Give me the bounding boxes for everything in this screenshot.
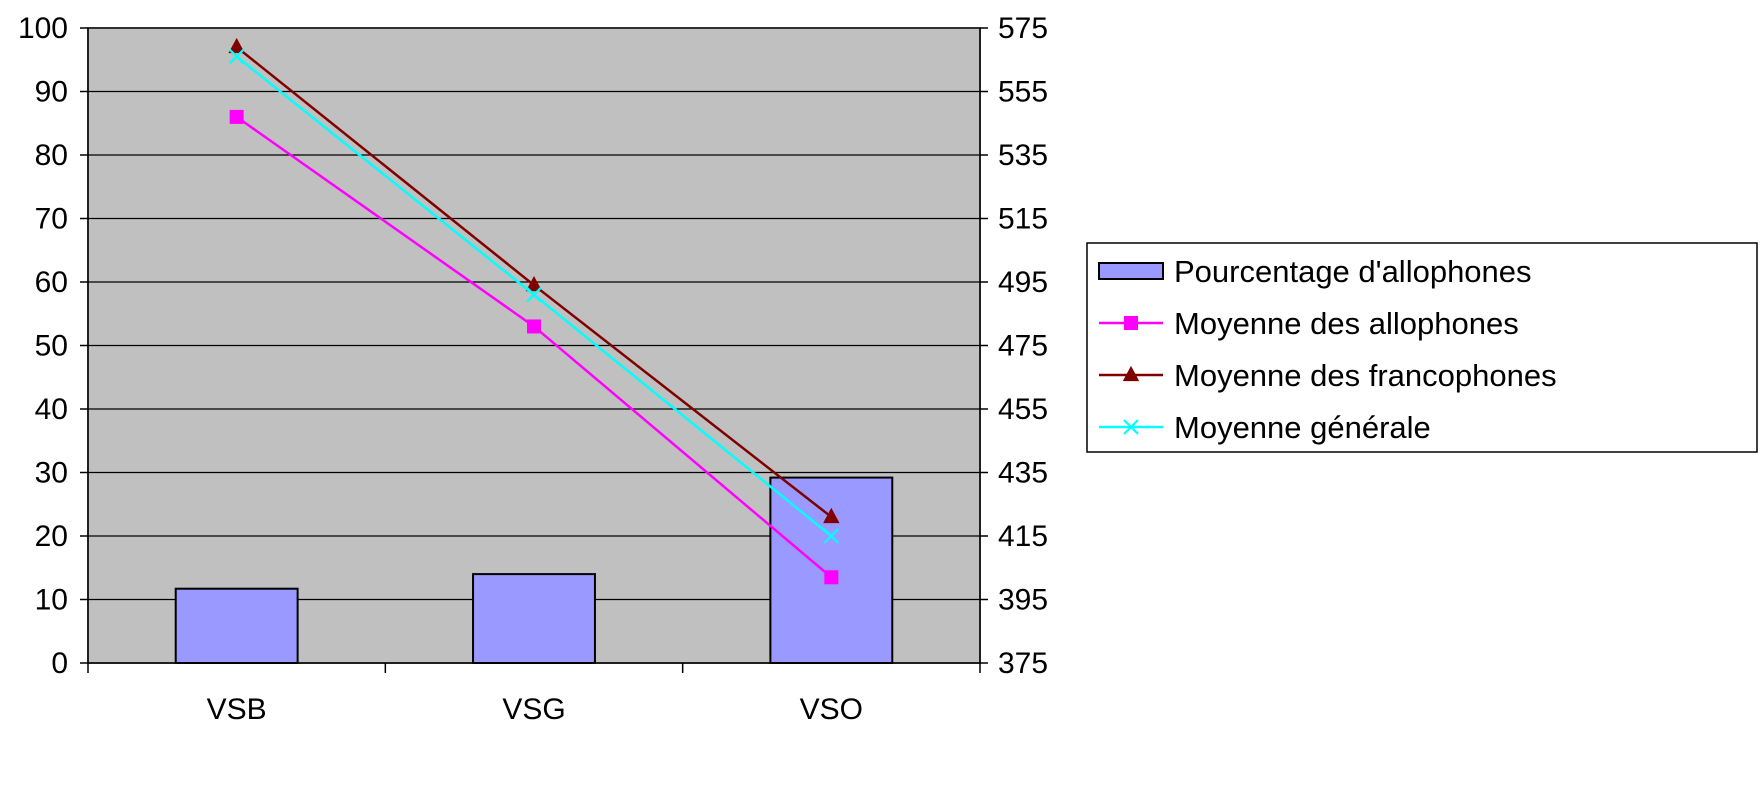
y-tick-label-right: 395 [998,584,1048,617]
bar-vsb [174,587,299,665]
point-moyenne-generale-vsb [228,48,245,65]
y-tick-label-right: 515 [998,203,1048,236]
x-tick-label-vsb: VSB [207,693,267,726]
point-moyenne-des-francophones-vso [823,507,840,524]
y-tick-label-left: 100 [18,12,68,45]
y-tick-label-left: 20 [35,520,68,553]
y-tick-label-right: 475 [998,330,1048,363]
point-moyenne-des-allophones-vsb [229,109,244,124]
point-moyenne-generale-vsg [526,286,542,303]
y-tick-label-left: 10 [35,584,68,617]
point-moyenne-des-francophones-vsg [525,275,543,292]
y-tick-label-left: 40 [35,393,68,426]
point-moyenne-des-allophones-vsg [527,319,541,334]
point-moyenne-generale-vso [823,528,840,544]
point-moyenne-des-allophones-vso [824,570,839,585]
legend-label: Pourcentage d'allophones [1174,254,1532,289]
legend-label: Moyenne des allophones [1174,306,1519,341]
legend: Pourcentage d'allophones Moyenne des allo… [1086,242,1758,453]
y-tick-label-right: 535 [998,139,1048,172]
y-tick-label-right: 415 [998,520,1048,553]
point-moyenne-des-francophones-vsb [228,37,245,54]
y-tick-label-left: 0 [51,647,68,680]
legend-marker [1122,365,1140,382]
y-tick-label-right: 555 [998,76,1048,109]
y-tick-label-right: 375 [998,647,1048,680]
legend-label: Moyenne générale [1174,410,1431,445]
y-tick-label-left: 50 [35,330,68,363]
y-tick-label-right: 435 [998,457,1048,490]
legend-item-moyenne-generale: Moyenne générale [1099,410,1431,445]
legend-item-moyenne-des-allophones: Moyenne des allophones [1099,306,1519,341]
x-tick-label-vsg: VSG [502,693,565,726]
legend-swatch [1098,262,1164,280]
y-tick-label-right: 575 [998,12,1048,45]
legend-item-moyenne-des-francophones: Moyenne des francophones [1099,358,1557,393]
y-tick-label-left: 70 [35,203,68,236]
legend-marker [1123,419,1139,435]
y-tick-label-left: 30 [35,457,68,490]
bar-vsg [472,573,596,664]
legend-label: Moyenne des francophones [1174,358,1557,393]
legend-item-pourcentage-d-allophones: Pourcentage d'allophones [1098,254,1532,289]
axes: 0 10 20 30 40 50 60 70 80 90 100 375 395 415 435 455 475… [18,12,1048,726]
x-tick-label-vso: VSO [800,693,863,726]
y-tick-label-left: 60 [35,266,68,299]
line-series [228,37,840,585]
legend-marker [1124,316,1138,330]
y-tick-label-left: 80 [35,139,68,172]
y-tick-label-left: 90 [35,76,68,109]
y-tick-label-right: 455 [998,393,1048,426]
legend-box [1086,242,1758,453]
y-tick-label-right: 495 [998,266,1048,299]
